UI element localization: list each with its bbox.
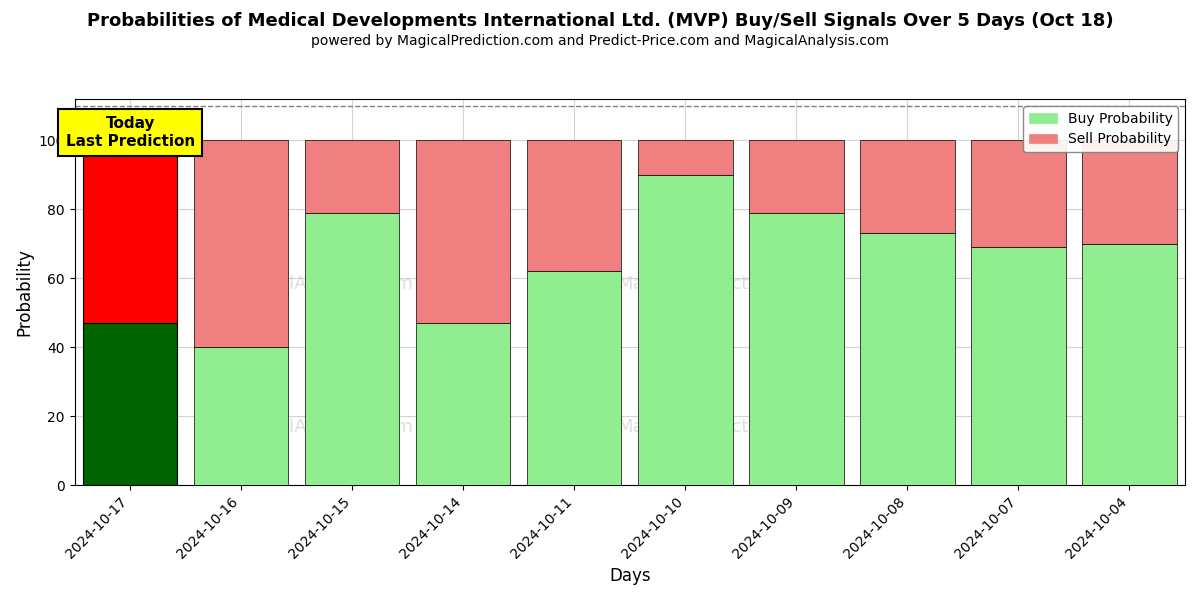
Bar xyxy=(1082,140,1177,244)
Bar xyxy=(749,213,844,485)
Bar xyxy=(194,140,288,347)
Bar xyxy=(83,323,178,485)
X-axis label: Days: Days xyxy=(610,567,650,585)
Text: powered by MagicalPrediction.com and Predict-Price.com and MagicalAnalysis.com: powered by MagicalPrediction.com and Pre… xyxy=(311,34,889,48)
Y-axis label: Probability: Probability xyxy=(16,248,34,336)
Legend: Buy Probability, Sell Probability: Buy Probability, Sell Probability xyxy=(1024,106,1178,152)
Bar xyxy=(194,347,288,485)
Text: MagicalPrediction.com: MagicalPrediction.com xyxy=(617,275,820,293)
Bar xyxy=(638,140,732,175)
Bar xyxy=(1082,244,1177,485)
Text: MagicalAnalysis.com: MagicalAnalysis.com xyxy=(224,418,413,436)
Bar xyxy=(860,233,955,485)
Bar xyxy=(971,247,1066,485)
Text: MagicalPrediction.com: MagicalPrediction.com xyxy=(617,418,820,436)
Bar xyxy=(860,140,955,233)
Bar xyxy=(527,140,622,271)
Bar xyxy=(638,175,732,485)
Bar xyxy=(527,271,622,485)
Text: Probabilities of Medical Developments International Ltd. (MVP) Buy/Sell Signals : Probabilities of Medical Developments In… xyxy=(86,12,1114,30)
Bar xyxy=(416,140,510,323)
Bar xyxy=(971,140,1066,247)
Bar xyxy=(305,140,400,213)
Bar xyxy=(749,140,844,213)
Text: Today
Last Prediction: Today Last Prediction xyxy=(66,116,194,149)
Bar xyxy=(83,140,178,323)
Bar xyxy=(305,213,400,485)
Text: MagicalAnalysis.com: MagicalAnalysis.com xyxy=(224,275,413,293)
Bar xyxy=(416,323,510,485)
